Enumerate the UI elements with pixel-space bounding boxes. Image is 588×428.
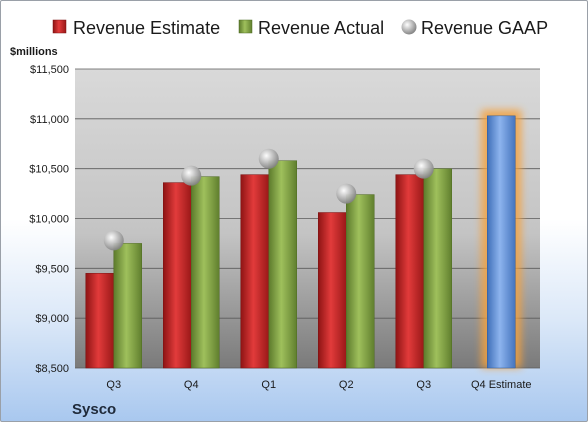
y-axis-ticks: $8,500 $9,000 $9,500 $10,000 $10,500 $11,000 $…: [29, 64, 69, 375]
x-tick-label: Q3: [106, 379, 121, 391]
company-name: Sysco: [72, 401, 116, 418]
marker-gaap: [413, 158, 434, 179]
x-tick-label: Q3: [416, 379, 431, 391]
bar-actual: [346, 194, 375, 369]
marker-gaap: [181, 165, 202, 186]
y-tick-label: $9,500: [35, 263, 69, 275]
y-tick-label: $11,000: [30, 114, 69, 126]
bar-estimate: [163, 182, 192, 369]
legend-swatch-actual: [238, 19, 253, 34]
y-tick-label: $9,000: [35, 313, 69, 325]
x-axis-ticks: Q3 Q4 Q1 Q2 Q3 Q4 Estimate: [106, 379, 531, 391]
bars: [85, 109, 522, 369]
x-tick-label: Q4 Estimate: [471, 379, 532, 391]
bar-estimate: [318, 212, 347, 369]
bar-estimate: [395, 174, 424, 369]
legend-swatch-estimate: [52, 19, 67, 34]
marker-gaap: [336, 183, 357, 204]
bar-forecast: [487, 115, 516, 369]
bar-actual: [191, 176, 220, 369]
legend-label-gaap: Revenue GAAP: [421, 18, 548, 38]
y-tick-label: $10,000: [29, 214, 69, 226]
marker-gaap: [258, 148, 279, 169]
legend: Revenue Estimate Revenue Actual Revenue …: [52, 18, 548, 38]
bar-estimate: [240, 174, 269, 369]
y-tick-label: $10,500: [29, 164, 69, 176]
grid-lines: [75, 68, 540, 369]
legend-marker-gaap: [401, 19, 417, 35]
bar-actual: [268, 160, 297, 369]
bar-actual: [423, 168, 452, 369]
bar-estimate: [85, 273, 114, 369]
legend-label-estimate: Revenue Estimate: [73, 18, 220, 38]
y-axis-title: $millions: [10, 46, 58, 58]
marker-gaap: [103, 230, 124, 251]
y-tick-label: $11,500: [30, 64, 69, 76]
x-tick-label: Q4: [184, 379, 199, 391]
x-tick-label: Q1: [261, 379, 276, 391]
x-tick-label: Q2: [339, 379, 354, 391]
legend-label-actual: Revenue Actual: [258, 18, 384, 38]
bar-actual: [113, 243, 142, 369]
y-tick-label: $8,500: [35, 363, 69, 375]
